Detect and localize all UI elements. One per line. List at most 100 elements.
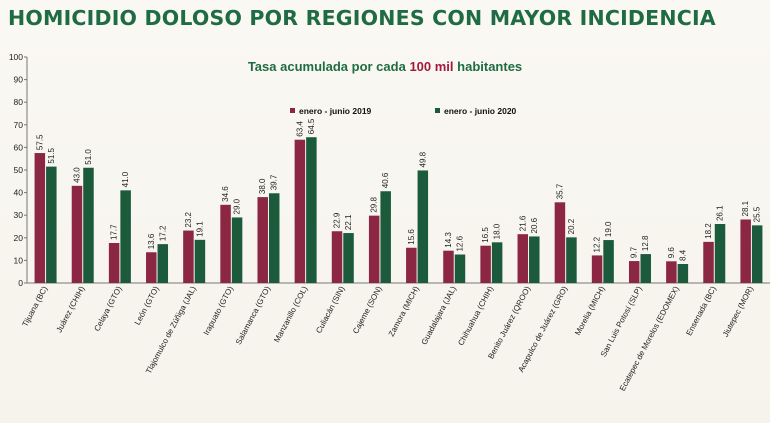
bar bbox=[677, 264, 689, 283]
category-label: Salamanca (GTO) bbox=[234, 284, 273, 346]
category-label: León (GTO) bbox=[133, 284, 161, 326]
category-label: Cajeme (SON) bbox=[351, 284, 384, 335]
bar bbox=[368, 215, 380, 283]
data-label: 43.0 bbox=[72, 167, 81, 183]
legend-swatch bbox=[435, 108, 440, 113]
bar bbox=[566, 237, 577, 283]
category-label: Ensenada (BC) bbox=[684, 284, 718, 337]
category-label: Celaya (GTO) bbox=[92, 284, 123, 332]
bar bbox=[714, 224, 726, 283]
legend-label: enero - junio 2020 bbox=[444, 106, 517, 116]
bar bbox=[666, 261, 677, 283]
data-label: 25.5 bbox=[753, 206, 762, 222]
data-label: 40.6 bbox=[381, 172, 390, 188]
category-label: Tijuana (BC) bbox=[20, 284, 49, 328]
bar bbox=[491, 242, 503, 283]
y-tick-label: 50 bbox=[14, 165, 24, 175]
data-label: 20.6 bbox=[530, 217, 539, 233]
chart-subtitle: Tasa acumulada por cada 100 mil habitant… bbox=[0, 59, 770, 74]
bar bbox=[406, 247, 417, 283]
data-label: 22.9 bbox=[333, 212, 342, 228]
bar bbox=[183, 230, 194, 283]
bar bbox=[268, 193, 280, 283]
y-tick-label: 70 bbox=[14, 120, 24, 130]
data-label: 49.8 bbox=[418, 151, 427, 167]
data-label: 13.6 bbox=[147, 233, 156, 249]
bar bbox=[146, 252, 157, 283]
y-tick-label: 60 bbox=[14, 142, 24, 152]
category-label: Culiacán (SIN) bbox=[314, 284, 347, 334]
bar bbox=[108, 242, 120, 283]
bar bbox=[603, 240, 614, 283]
category-label: Juárez (CHIH) bbox=[55, 284, 87, 334]
data-label: 29.0 bbox=[233, 198, 242, 214]
data-label: 29.8 bbox=[370, 197, 379, 213]
subtitle-highlight: 100 mil bbox=[409, 59, 454, 74]
bar bbox=[331, 231, 343, 283]
y-tick-label: 30 bbox=[14, 210, 24, 220]
data-label: 9.7 bbox=[630, 246, 639, 258]
data-label: 64.5 bbox=[307, 118, 316, 134]
bar bbox=[443, 250, 454, 283]
category-label: San Luis Potosí (SLP) bbox=[599, 284, 644, 358]
data-label: 8.4 bbox=[678, 249, 687, 261]
data-label: 39.7 bbox=[270, 174, 279, 190]
legend-label: enero - junio 2019 bbox=[299, 106, 372, 116]
bar bbox=[480, 245, 491, 283]
category-label: Guadalajara (JAL) bbox=[420, 284, 459, 346]
category-label: Manzanillo (COL) bbox=[272, 284, 309, 343]
bar bbox=[194, 239, 206, 283]
bar bbox=[628, 261, 640, 283]
category-label: Morelia (MICH) bbox=[573, 284, 607, 336]
data-label: 21.6 bbox=[518, 215, 527, 231]
subtitle-prefix: Tasa acumulada por cada bbox=[247, 59, 410, 74]
data-label: 51.0 bbox=[84, 149, 93, 165]
data-label: 63.4 bbox=[295, 121, 304, 137]
data-label: 19.0 bbox=[604, 221, 613, 237]
bar bbox=[529, 236, 540, 283]
data-label: 15.6 bbox=[407, 229, 416, 245]
category-label: Jiutepec (MOR) bbox=[721, 284, 755, 338]
y-tick-label: 10 bbox=[14, 255, 24, 265]
bar bbox=[517, 234, 529, 283]
data-label: 34.6 bbox=[221, 186, 230, 202]
y-tick-label: 100 bbox=[9, 52, 23, 62]
data-label: 17.7 bbox=[110, 224, 119, 240]
data-label: 38.0 bbox=[258, 178, 267, 194]
data-label: 12.6 bbox=[455, 235, 464, 251]
y-tick-label: 0 bbox=[18, 278, 23, 288]
bar bbox=[306, 137, 317, 283]
data-label: 23.2 bbox=[184, 211, 193, 227]
data-label: 35.7 bbox=[555, 183, 564, 199]
bar bbox=[640, 254, 651, 283]
category-label: Irapuato (GTO) bbox=[202, 284, 235, 336]
data-label: 19.1 bbox=[195, 221, 204, 237]
category-label: Zamora (MICH) bbox=[387, 284, 421, 338]
bar bbox=[454, 254, 466, 283]
data-label: 18.2 bbox=[704, 223, 713, 239]
category-label: Chihuahua (CHIH) bbox=[456, 284, 495, 347]
data-label: 26.1 bbox=[716, 205, 725, 221]
data-label: 17.2 bbox=[158, 225, 167, 241]
y-tick-label: 40 bbox=[14, 188, 24, 198]
data-label: 41.0 bbox=[121, 171, 130, 187]
data-label: 9.6 bbox=[667, 247, 676, 259]
bar bbox=[231, 217, 243, 283]
bar bbox=[294, 139, 306, 283]
data-label: 57.5 bbox=[35, 134, 44, 150]
data-label: 22.1 bbox=[344, 214, 353, 230]
data-label: 12.2 bbox=[593, 236, 602, 252]
y-tick-label: 90 bbox=[14, 75, 24, 85]
bar bbox=[157, 244, 169, 283]
data-label: 28.1 bbox=[741, 200, 750, 216]
bar bbox=[751, 225, 763, 283]
data-label: 18.0 bbox=[493, 223, 502, 239]
bar bbox=[380, 191, 391, 283]
data-label: 20.2 bbox=[567, 218, 576, 234]
bar bbox=[417, 170, 429, 283]
data-label: 16.5 bbox=[481, 227, 490, 243]
bar bbox=[120, 190, 131, 283]
legend-swatch bbox=[290, 108, 295, 113]
bar bbox=[34, 153, 46, 283]
